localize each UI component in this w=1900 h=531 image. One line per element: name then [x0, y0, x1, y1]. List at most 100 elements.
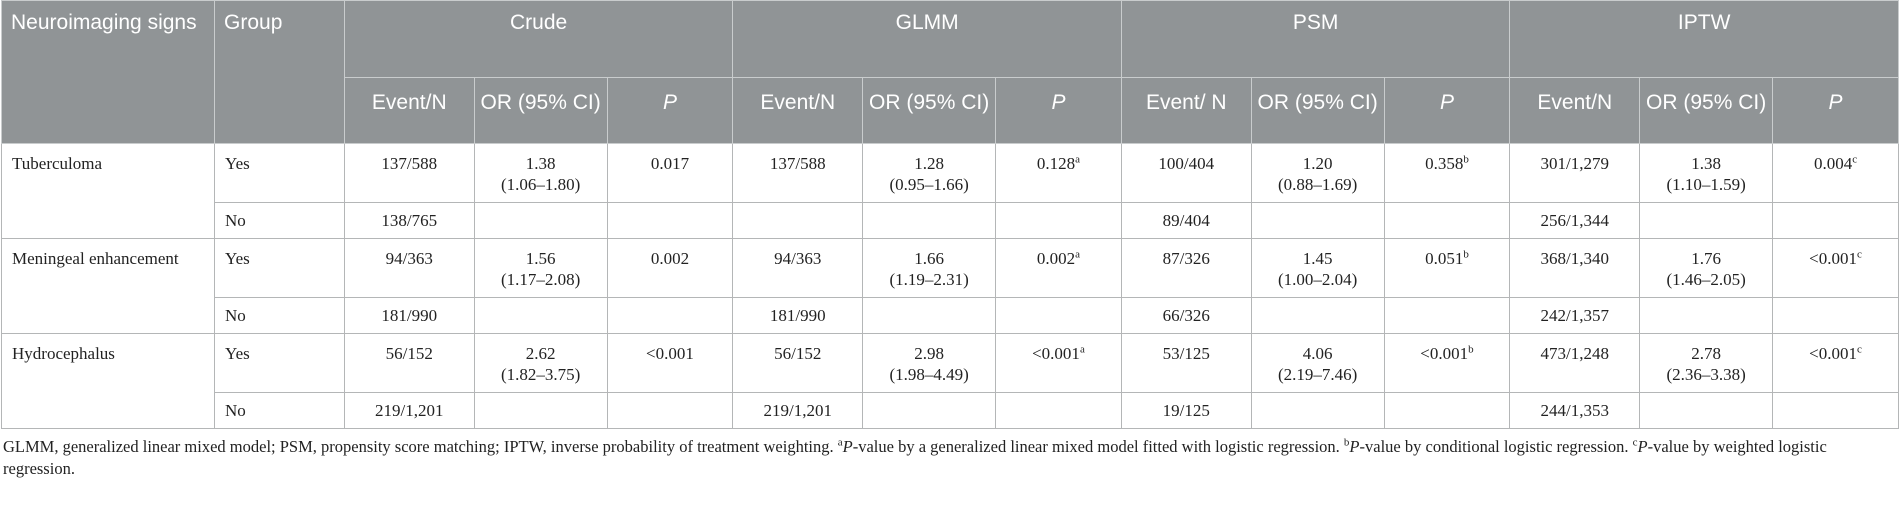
p-cell: <0.001b: [1383, 333, 1511, 393]
group-cell: Yes: [214, 333, 345, 393]
header-event-n: Event/ N: [1120, 77, 1252, 144]
p-cell: <0.001a: [995, 333, 1122, 393]
footnote-mark: a: [1079, 343, 1085, 356]
p-value: <0.001: [1420, 344, 1469, 363]
or-cell: 1.76 (1.46–2.05): [1639, 238, 1774, 298]
p-cell: 0.358b: [1383, 143, 1511, 203]
table-row: No 138/765 89/404 256/1,344: [2, 202, 1899, 239]
footnote-mark: c: [1857, 248, 1862, 261]
event-cell: 242/1,357: [1509, 297, 1641, 334]
p-cell: 0.128a: [995, 143, 1122, 203]
event-cell: 244/1,353: [1509, 392, 1641, 429]
footnote-mark: c: [1857, 343, 1862, 356]
footnote-mark: a: [1075, 248, 1081, 261]
empty-cell: [1250, 202, 1385, 239]
header-event-n: Event/N: [343, 77, 475, 144]
ci-value: (2.19–7.46): [1277, 365, 1358, 384]
footnote-mark: b: [1463, 153, 1469, 166]
p-value: 0.358: [1425, 154, 1464, 173]
empty-cell: [606, 202, 734, 239]
empty-cell: [1250, 297, 1385, 334]
p-value: 0.002: [650, 249, 690, 268]
empty-cell: [1772, 392, 1899, 429]
footnote-mark-c: c: [1632, 436, 1638, 449]
event-cell: 181/990: [343, 297, 475, 334]
table-row: No 181/990 181/990 66/326 242/1,357: [2, 297, 1899, 334]
ci-value: (0.88–1.69): [1277, 175, 1358, 194]
p-cell: 0.002a: [995, 238, 1122, 298]
header-or: OR (95% CI): [473, 77, 608, 144]
event-cell: 19/125: [1120, 392, 1252, 429]
or-cell: 1.56 (1.17–2.08): [473, 238, 608, 298]
p-value: <0.001: [1809, 249, 1857, 268]
event-cell: 100/404: [1120, 143, 1252, 203]
or-cell: 2.98 (1.98–4.49): [862, 333, 997, 393]
or-cell: 1.45 (1.00–2.04): [1250, 238, 1385, 298]
footnote-mark-b: b: [1343, 436, 1350, 449]
header-signs: Neuroimaging signs: [0, 0, 216, 144]
p-value: 0.017: [650, 154, 690, 173]
or-cell: 2.62 (1.82–3.75): [473, 333, 608, 393]
or-cell: 1.66 (1.19–2.31): [862, 238, 997, 298]
event-cell: 56/152: [732, 333, 864, 393]
p-value: 0.002: [1036, 249, 1076, 268]
empty-cell: [1383, 392, 1511, 429]
event-cell: 301/1,279: [1509, 143, 1641, 203]
p-cell: 0.051b: [1383, 238, 1511, 298]
event-cell: 181/990: [732, 297, 864, 334]
ci-value: (0.95–1.66): [889, 175, 969, 194]
event-cell: 94/363: [732, 238, 864, 298]
empty-cell: [473, 297, 608, 334]
event-cell: 368/1,340: [1509, 238, 1641, 298]
empty-cell: [1639, 202, 1774, 239]
or-value: 1.45: [1302, 249, 1333, 268]
empty-cell: [995, 392, 1122, 429]
event-cell: 138/765: [343, 202, 475, 239]
header-p: P: [1383, 77, 1511, 144]
p-cell: <0.001c: [1772, 238, 1899, 298]
header-or: OR (95% CI): [1250, 77, 1385, 144]
header-group: Group: [214, 0, 345, 144]
header-method-glmm: GLMM: [732, 0, 1122, 78]
table-figure: Neuroimaging signs Group Crude GLMM PSM …: [0, 0, 1899, 480]
empty-cell: [995, 297, 1122, 334]
group-cell: No: [214, 202, 345, 239]
group-cell: No: [214, 392, 345, 429]
empty-cell: [1639, 297, 1774, 334]
or-cell: 4.06 (2.19–7.46): [1250, 333, 1385, 393]
ci-value: (2.36–3.38): [1666, 365, 1746, 384]
empty-cell: [862, 392, 997, 429]
header-event-n: Event/N: [732, 77, 864, 144]
p-cell: <0.001: [606, 333, 734, 393]
table-row: Meningeal enhancement Yes 94/363 1.56 (1.…: [0, 238, 1899, 334]
header-method-crude: Crude: [343, 0, 734, 78]
ci-value: (1.10–1.59): [1666, 175, 1746, 194]
ci-value: (1.00–2.04): [1277, 270, 1358, 289]
sign-label: Hydrocephalus: [0, 333, 216, 429]
ci-value: (1.98–4.49): [889, 365, 969, 384]
ci-value: (1.82–3.75): [500, 365, 581, 384]
empty-cell: [1772, 202, 1899, 239]
table-footnote: GLMM, generalized linear mixed model; PS…: [3, 436, 1893, 480]
empty-cell: [1250, 392, 1385, 429]
p-value: <0.001: [1032, 344, 1080, 363]
event-cell: 137/588: [732, 143, 864, 203]
or-value: 1.38: [1691, 154, 1721, 173]
or-value: 1.76: [1691, 249, 1721, 268]
p-value: <0.001: [1809, 344, 1857, 363]
event-cell: 56/152: [343, 333, 475, 393]
empty-cell: [1772, 297, 1899, 334]
results-table: Neuroimaging signs Group Crude GLMM PSM …: [0, 0, 1899, 429]
event-cell: 94/363: [343, 238, 475, 298]
footnote-mark: b: [1463, 248, 1469, 261]
or-value: 1.28: [914, 154, 944, 173]
event-cell: 66/326: [1120, 297, 1252, 334]
event-cell: [732, 202, 864, 239]
or-value: 1.66: [914, 249, 944, 268]
ci-value: (1.46–2.05): [1666, 270, 1746, 289]
p-cell: <0.001c: [1772, 333, 1899, 393]
group-cell: No: [214, 297, 345, 334]
or-cell: 2.78 (2.36–3.38): [1639, 333, 1774, 393]
event-cell: 256/1,344: [1509, 202, 1641, 239]
header-or: OR (95% CI): [862, 77, 997, 144]
